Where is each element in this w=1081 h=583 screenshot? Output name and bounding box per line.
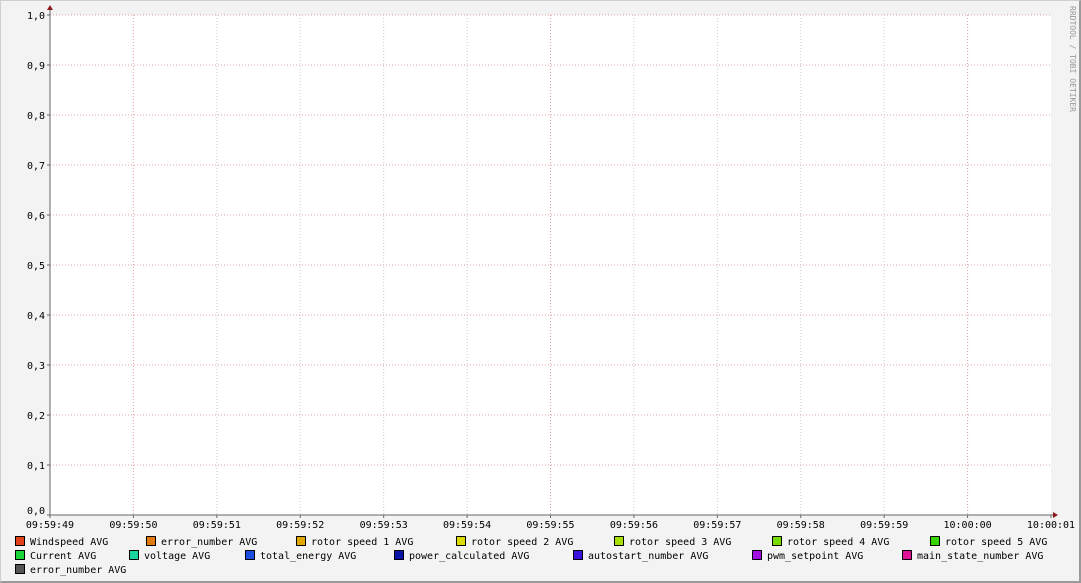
legend-swatch (15, 564, 25, 574)
legend-item: rotor speed 2 AVG (456, 536, 573, 548)
legend-swatch (245, 550, 255, 560)
y-tick-label: 0,4 (27, 311, 45, 322)
x-tick-label: 09:59:50 (109, 520, 157, 531)
y-axis-arrow (47, 5, 53, 10)
x-tick-label: 09:59:58 (777, 520, 825, 531)
x-axis-arrow (1053, 512, 1058, 518)
x-tick-label: 09:59:54 (443, 520, 491, 531)
legend-item: rotor speed 5 AVG (930, 536, 1047, 548)
legend-swatch (902, 550, 912, 560)
y-tick-label: 0,7 (27, 161, 45, 172)
x-tick-label: 09:59:55 (526, 520, 574, 531)
y-tick-label: 0,9 (27, 61, 45, 72)
legend-item: main_state_number AVG (902, 550, 1043, 562)
legend-item: total_energy AVG (245, 550, 356, 562)
x-tick-labels: 09:59:49 09:59:50 09:59:51 09:59:52 09:59:53… (26, 520, 1075, 531)
legend-item: autostart_number AVG (573, 550, 708, 562)
legend-swatch (15, 536, 25, 546)
legend-swatch (614, 536, 624, 546)
legend-label: rotor speed 5 AVG (945, 537, 1047, 548)
axes (47, 5, 1058, 518)
legend-item: error_number AVG (15, 564, 126, 576)
legend-swatch (129, 550, 139, 560)
legend-swatch (772, 536, 782, 546)
legend-swatch (573, 550, 583, 560)
legend-label: error_number AVG (161, 537, 257, 548)
legend-swatch (752, 550, 762, 560)
legend-label: Windspeed AVG (30, 537, 108, 548)
legend-label: rotor speed 3 AVG (629, 537, 731, 548)
legend-swatch (146, 536, 156, 546)
legend-swatch (394, 550, 404, 560)
y-tick-label: 0,1 (27, 461, 45, 472)
legend-label: rotor speed 1 AVG (311, 537, 413, 548)
x-tick-label: 10:00:00 (943, 520, 991, 531)
y-tick-labels: 0,0 0,1 0,2 0,3 0,4 0,5 0,6 0,7 0,8 0,9 1,0 (27, 11, 45, 517)
legend-label: Current AVG (30, 551, 96, 562)
y-tick-label: 0,6 (27, 211, 45, 222)
legend-item: error_number AVG (146, 536, 257, 548)
legend-item: power_calculated AVG (394, 550, 529, 562)
x-tick-label: 09:59:52 (276, 520, 324, 531)
legend-label: rotor speed 4 AVG (787, 537, 889, 548)
legend-item: rotor speed 4 AVG (772, 536, 889, 548)
y-tick-label: 1,0 (27, 11, 45, 22)
x-tick-label: 09:59:57 (693, 520, 741, 531)
y-tick-label: 0,3 (27, 361, 45, 372)
legend-item: pwm_setpoint AVG (752, 550, 863, 562)
x-tick-label: 09:59:56 (610, 520, 658, 531)
grid (50, 14, 1051, 515)
y-tick-label: 0,0 (27, 506, 45, 517)
legend-swatch (456, 536, 466, 546)
x-tick-label: 09:59:49 (26, 520, 74, 531)
legend-label: total_energy AVG (260, 551, 356, 562)
legend-swatch (930, 536, 940, 546)
legend-item: rotor speed 1 AVG (296, 536, 413, 548)
watermark: RRDTOOL / TOBI OETIKER (1068, 6, 1077, 112)
legend-swatch (296, 536, 306, 546)
legend-label: autostart_number AVG (588, 551, 708, 562)
y-tick-label: 0,5 (27, 261, 45, 272)
legend: Windspeed AVG error_number AVG rotor speed… (15, 536, 1047, 576)
legend-swatch (15, 550, 25, 560)
x-tick-label: 09:59:51 (193, 520, 241, 531)
legend-label: pwm_setpoint AVG (767, 551, 863, 562)
legend-label: rotor speed 2 AVG (471, 537, 573, 548)
y-tick-label: 0,2 (27, 411, 45, 422)
x-tick-label: 09:59:53 (360, 520, 408, 531)
y-tick-label: 0,8 (27, 111, 45, 122)
legend-label: error_number AVG (30, 565, 126, 576)
legend-label: main_state_number AVG (917, 551, 1043, 562)
legend-label: voltage AVG (144, 551, 210, 562)
legend-item: Windspeed AVG (15, 536, 108, 548)
x-tick-label: 10:00:01 (1027, 520, 1075, 531)
legend-item: voltage AVG (129, 550, 210, 562)
x-tick-label: 09:59:59 (860, 520, 908, 531)
legend-item: Current AVG (15, 550, 96, 562)
legend-item: rotor speed 3 AVG (614, 536, 731, 548)
legend-label: power_calculated AVG (409, 551, 529, 562)
